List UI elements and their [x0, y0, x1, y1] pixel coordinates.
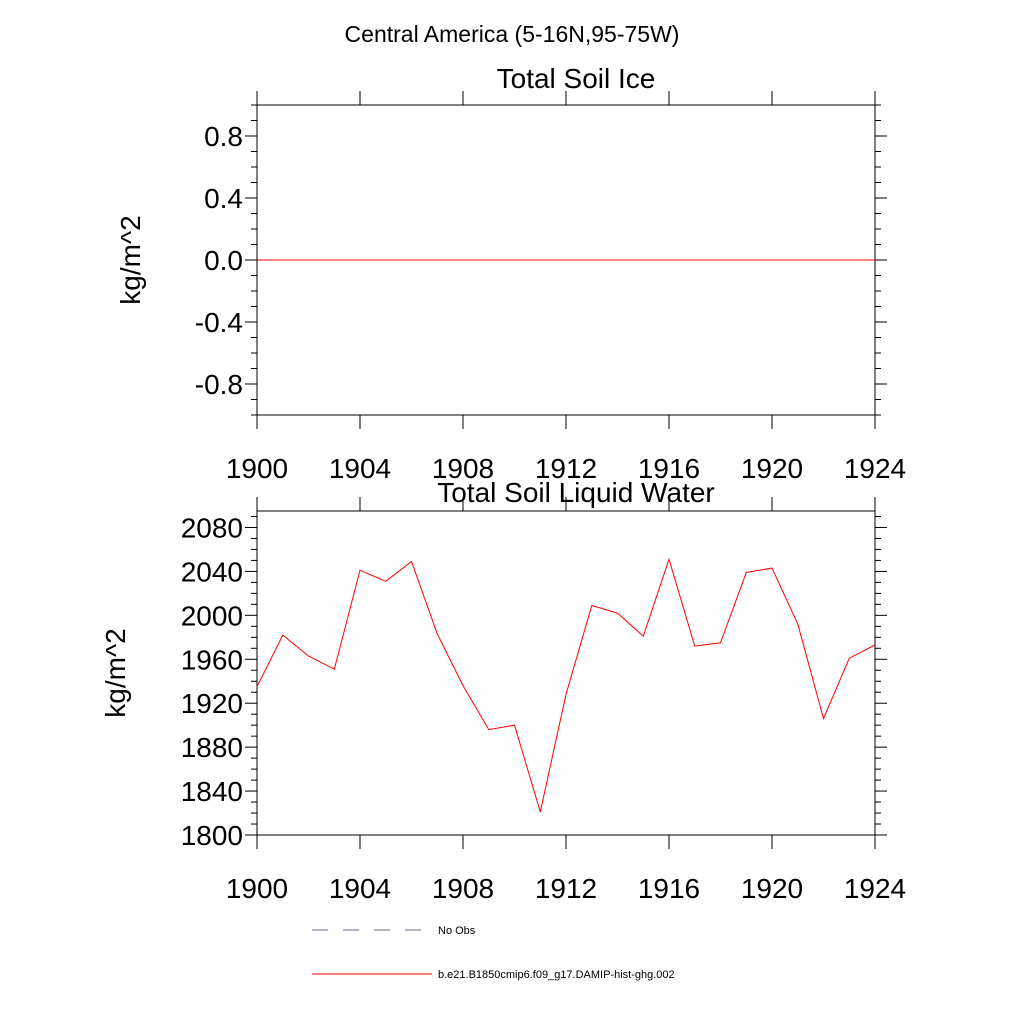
x-tick-label: 1908	[432, 453, 494, 484]
y-tick-label: -0.4	[195, 307, 243, 338]
x-tick-label: 1912	[535, 453, 597, 484]
y-tick-label: 2080	[181, 512, 243, 543]
panel-title: Total Soil Ice	[497, 63, 656, 94]
y-tick-label: 1880	[181, 732, 243, 763]
y-tick-label: 1960	[181, 644, 243, 675]
x-tick-label: 1908	[432, 873, 494, 904]
series-line	[256, 557, 876, 813]
legend-label: No Obs	[438, 925, 476, 937]
y-tick-label: 0.0	[204, 245, 243, 276]
y-tick-label: 2000	[181, 600, 243, 631]
panel-1: Total Soil Ice kg/m^2 -0.8 -0.4 0.0 0.4 0.8 190…	[115, 63, 906, 484]
plot-frame	[256, 510, 876, 836]
x-tick-label: 1900	[226, 873, 288, 904]
y-tick-label: 0.8	[204, 121, 243, 152]
x-tick-label: 1904	[329, 453, 391, 484]
y-tick-label: -0.8	[195, 369, 243, 400]
y-tick-label: 0.4	[204, 183, 243, 214]
panel-2: Total Soil Liquid Water kg/m^2 1800 1840 188…	[100, 477, 906, 904]
x-tick-label: 1920	[741, 873, 803, 904]
x-tick-label: 1924	[844, 453, 906, 484]
x-tick-label: 1916	[638, 453, 700, 484]
x-tick-label: 1916	[638, 873, 700, 904]
y-tick-label: 1800	[181, 820, 243, 851]
x-tick-label: 1904	[329, 873, 391, 904]
x-tick-label: 1900	[226, 453, 288, 484]
y-tick-label: 1840	[181, 776, 243, 807]
figure-title: Central America (5-16N,95-75W)	[345, 21, 680, 47]
legend-label: b.e21.B1850cmip6.f09_g17.DAMIP-hist-ghg.…	[438, 969, 675, 981]
legend: No Obs b.e21.B1850cmip6.f09_g17.DAMIP-his…	[312, 925, 675, 981]
x-tick-label: 1920	[741, 453, 803, 484]
panel-title: Total Soil Liquid Water	[437, 477, 715, 508]
x-tick-label: 1912	[535, 873, 597, 904]
y-axis-label: kg/m^2	[100, 628, 131, 717]
x-tick-label: 1924	[844, 873, 906, 904]
y-tick-label: 2040	[181, 556, 243, 587]
y-axis-label: kg/m^2	[115, 215, 146, 304]
y-tick-label: 1920	[181, 688, 243, 719]
